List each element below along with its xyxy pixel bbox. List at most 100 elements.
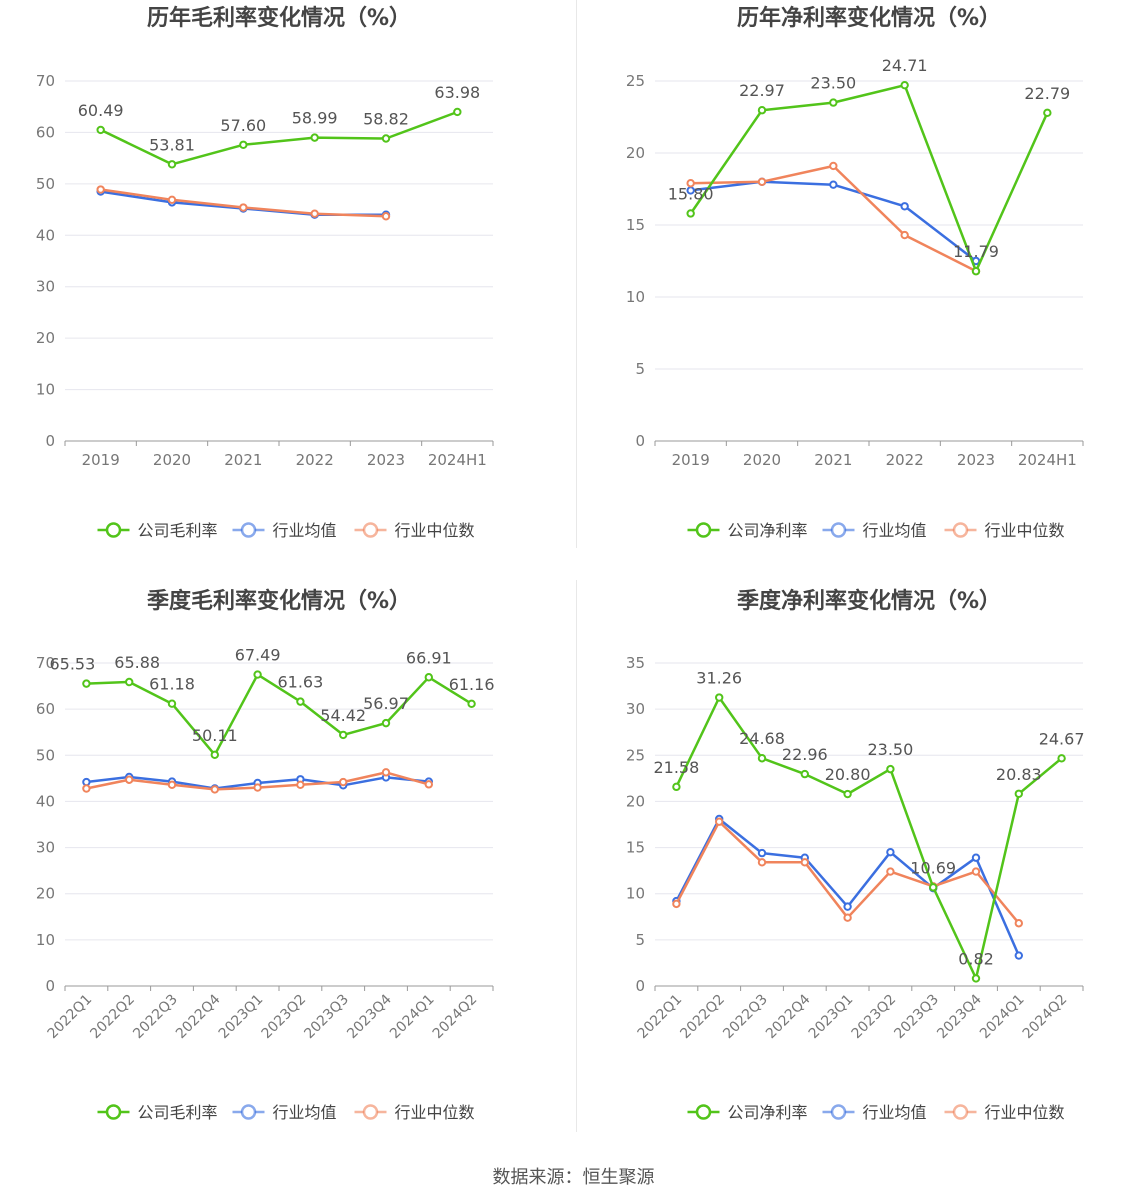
legend-label: 公司毛利率	[138, 1103, 218, 1122]
data-label: 0.82	[958, 949, 994, 968]
data-label: 11.79	[953, 242, 999, 261]
data-label: 63.98	[434, 83, 480, 102]
legend-label: 公司净利率	[728, 521, 808, 540]
x-tick-label: 2023Q4	[344, 991, 395, 1042]
data-point-company	[96, 125, 105, 135]
legend-marker-company	[105, 522, 122, 538]
data-point-median	[843, 913, 852, 922]
legend-label: 行业中位数	[985, 1103, 1065, 1122]
data-point-median	[381, 212, 391, 221]
x-tick-label: 2023Q2	[259, 992, 310, 1043]
data-point-company	[167, 160, 177, 169]
data-label: 66.91	[406, 648, 452, 667]
x-tick-label: 2022Q3	[130, 992, 181, 1043]
data-point-company	[125, 677, 134, 687]
legend-label: 行业均值	[273, 521, 337, 540]
data-point-median	[239, 203, 248, 212]
legend-marker-avg	[830, 1104, 847, 1120]
legend-label: 行业均值	[863, 1103, 927, 1122]
x-tick-label: 2022Q1	[635, 992, 686, 1043]
chart-title: 历年毛利率变化情况（%）	[147, 5, 411, 31]
data-point-company	[971, 974, 981, 983]
vertical-divider-bottom	[576, 580, 577, 1132]
data-point-median	[672, 899, 681, 909]
y-tick-label: 0	[45, 977, 55, 995]
chart-title: 历年净利率变化情况（%）	[737, 5, 1001, 31]
chart-title: 季度毛利率变化情况（%）	[147, 588, 411, 614]
x-tick-label: 2019	[672, 451, 710, 469]
legend-marker-median	[952, 522, 969, 538]
y-tick-label: 50	[36, 175, 55, 193]
x-tick-label: 2020	[153, 451, 191, 469]
data-label: 22.97	[739, 81, 785, 100]
legend-label: 行业中位数	[985, 521, 1065, 540]
x-tick-label: 2023Q4	[934, 991, 985, 1042]
data-point-company	[757, 754, 767, 763]
x-tick-label: 2022	[886, 451, 924, 469]
data-label: 24.71	[882, 56, 928, 75]
legend-label: 行业均值	[273, 1103, 337, 1122]
data-point-median	[829, 161, 838, 171]
x-tick-label: 2024Q2	[430, 992, 481, 1043]
data-label: 58.82	[363, 109, 409, 128]
legend-label: 行业中位数	[395, 1103, 475, 1122]
x-tick-label: 2024Q1	[387, 992, 438, 1043]
y-tick-label: 60	[36, 700, 55, 718]
x-tick-label: 2022	[296, 451, 334, 469]
y-tick-label: 10	[36, 381, 55, 399]
data-point-median	[900, 230, 909, 240]
legend-marker-company	[695, 1104, 712, 1120]
legend-label: 公司毛利率	[138, 521, 218, 540]
series-line-company	[100, 110, 458, 166]
data-point-median	[125, 775, 134, 784]
data-label: 53.81	[149, 135, 195, 154]
legend-label: 公司净利率	[728, 1103, 808, 1122]
data-point-median	[167, 780, 177, 790]
data-label: 57.60	[220, 116, 266, 135]
legend-marker-avg	[240, 1104, 257, 1120]
chart-title: 季度净利率变化情况（%）	[737, 588, 1001, 614]
data-label: 54.42	[320, 706, 366, 725]
data-point-company	[467, 699, 476, 708]
data-point-company	[800, 769, 809, 779]
data-point-avg	[843, 902, 852, 911]
data-point-company	[296, 697, 305, 706]
data-label: 22.79	[1024, 84, 1070, 103]
data-point-company	[253, 670, 262, 679]
x-tick-label: 2022Q2	[677, 992, 728, 1043]
series-line-company	[689, 83, 1049, 273]
vertical-divider-top	[576, 0, 577, 548]
series-line-company	[675, 696, 1063, 980]
data-point-median	[800, 858, 809, 867]
x-tick-label: 2023	[957, 451, 995, 469]
data-point-company	[453, 107, 462, 117]
x-tick-label: 2022Q2	[87, 992, 138, 1043]
data-point-median	[424, 780, 433, 789]
x-tick-label: 2022Q4	[173, 991, 224, 1042]
x-tick-label: 2023Q3	[301, 992, 352, 1043]
y-tick-label: 30	[626, 700, 645, 718]
data-point-company	[339, 730, 348, 740]
y-tick-label: 25	[626, 72, 645, 90]
data-label: 23.50	[810, 74, 856, 93]
y-tick-label: 70	[36, 72, 55, 90]
data-point-company	[757, 106, 767, 115]
data-label: 50.11	[192, 726, 238, 745]
data-point-median	[686, 179, 695, 188]
data-label: 22.96	[782, 745, 828, 764]
data-label: 24.68	[739, 729, 785, 748]
x-tick-label: 2021	[224, 451, 262, 469]
y-tick-label: 0	[635, 977, 645, 995]
legend-label: 行业中位数	[395, 521, 475, 540]
x-tick-label: 2024H1	[428, 451, 487, 469]
data-label: 20.83	[996, 765, 1042, 784]
x-tick-label: 2024H1	[1018, 451, 1077, 469]
y-tick-label: 20	[36, 329, 55, 347]
x-tick-label: 2023	[367, 451, 405, 469]
data-point-company	[829, 98, 838, 107]
data-point-company	[167, 699, 177, 708]
y-tick-label: 20	[36, 885, 55, 903]
x-tick-label: 2019	[82, 451, 120, 469]
data-point-avg	[1014, 951, 1023, 960]
data-point-company	[715, 693, 724, 702]
